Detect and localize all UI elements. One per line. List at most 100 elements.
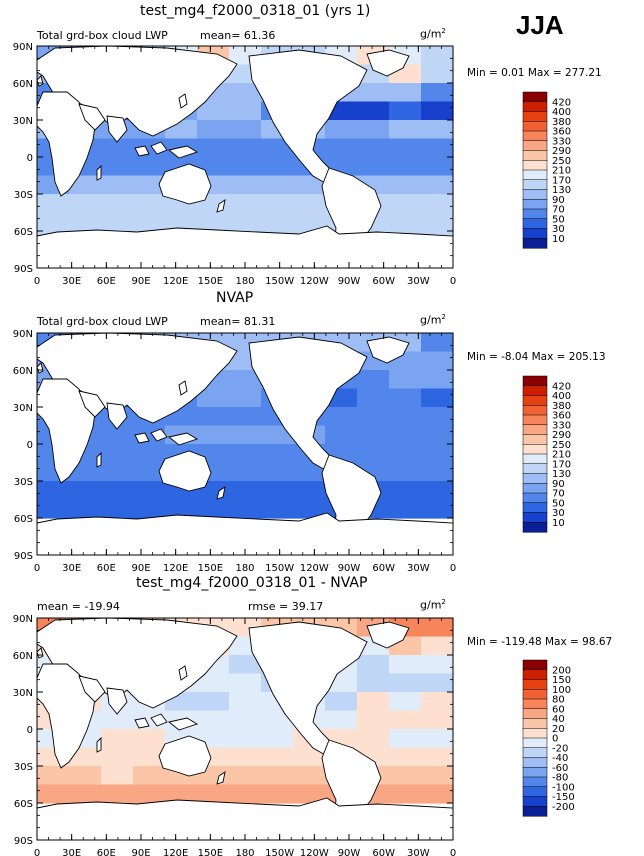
x-tick-label: 180 bbox=[235, 848, 254, 856]
map-cell bbox=[421, 351, 454, 371]
colorbar-label: 290 bbox=[552, 430, 571, 441]
x-tick-label: 120W bbox=[300, 848, 329, 856]
colorbar-label: 290 bbox=[552, 146, 571, 157]
map-cell bbox=[101, 462, 134, 482]
map-cell bbox=[357, 729, 390, 749]
x-tick-label: 0 bbox=[34, 276, 40, 287]
map-cell bbox=[421, 425, 454, 445]
map-cell bbox=[325, 138, 358, 158]
colorbar-swatch bbox=[522, 111, 548, 122]
map-cell bbox=[389, 766, 422, 786]
colorbar-swatch bbox=[522, 160, 548, 171]
map-cell bbox=[389, 175, 422, 195]
map-cell bbox=[421, 83, 454, 103]
colorbar-label: -40 bbox=[552, 753, 568, 764]
map-cell bbox=[261, 766, 294, 786]
x-tick-label: 30E bbox=[62, 848, 81, 856]
map-cell bbox=[197, 138, 230, 158]
map-cell bbox=[357, 692, 390, 712]
map-cell bbox=[101, 784, 134, 804]
map-cell bbox=[229, 120, 262, 140]
map-cell bbox=[421, 710, 454, 730]
x-tick-label: 150E bbox=[198, 563, 223, 574]
map-cell bbox=[133, 462, 166, 482]
map-cell bbox=[197, 120, 230, 140]
map-cell bbox=[261, 747, 294, 767]
map-cell bbox=[197, 212, 230, 232]
y-tick-label: 60S bbox=[14, 514, 33, 525]
x-tick-label: 120W bbox=[300, 276, 329, 287]
colorbar-label: 30 bbox=[552, 224, 565, 235]
map-cell bbox=[229, 194, 262, 214]
map-cell bbox=[421, 673, 454, 693]
map-cell bbox=[389, 710, 422, 730]
panel-3-left-label: mean = -19.94 bbox=[37, 600, 120, 613]
x-tick-label: 90W bbox=[338, 276, 361, 287]
colorbar-label: 70 bbox=[552, 489, 565, 500]
map-cell bbox=[229, 83, 262, 103]
map-cell bbox=[229, 655, 262, 675]
panel-1-title: test_mg4_f2000_0318_01 (yrs 1) bbox=[140, 3, 371, 19]
x-tick-label: 60W bbox=[372, 848, 395, 856]
map-cell bbox=[389, 212, 422, 232]
map-cell bbox=[357, 157, 390, 177]
map-cell bbox=[101, 766, 134, 786]
map-cell bbox=[229, 481, 262, 501]
colorbar-swatch bbox=[522, 414, 548, 426]
y-tick-label: 60N bbox=[13, 79, 33, 90]
colorbar-label: 420 bbox=[552, 381, 571, 392]
map-cell bbox=[197, 710, 230, 730]
map-cell bbox=[357, 407, 390, 427]
colorbar-swatch bbox=[522, 492, 548, 504]
x-tick-label: 90W bbox=[338, 848, 361, 856]
colorbar-label: 20 bbox=[552, 724, 565, 735]
map-cell bbox=[421, 729, 454, 749]
map-cell bbox=[421, 499, 454, 519]
map-cell bbox=[229, 157, 262, 177]
map-cell bbox=[389, 692, 422, 712]
map-cell bbox=[229, 444, 262, 464]
colorbar-label: -100 bbox=[552, 782, 575, 793]
map-cell bbox=[389, 655, 422, 675]
colorbar-label: 400 bbox=[552, 391, 571, 402]
map-cell bbox=[261, 729, 294, 749]
map-cell bbox=[421, 655, 454, 675]
colorbar-swatch bbox=[522, 708, 548, 720]
y-tick-label: 90N bbox=[13, 42, 33, 53]
colorbar-swatch bbox=[522, 737, 548, 749]
units-base: g/m bbox=[420, 598, 442, 612]
map-cell bbox=[37, 194, 70, 214]
colorbar-label: -60 bbox=[552, 763, 568, 774]
map-cell bbox=[357, 120, 390, 140]
map-cell bbox=[69, 499, 102, 519]
map-cell bbox=[293, 499, 326, 519]
colorbar-label: 250 bbox=[552, 440, 571, 451]
colorbar-swatch bbox=[522, 91, 548, 103]
map-cell bbox=[421, 747, 454, 767]
map-cell bbox=[389, 370, 422, 390]
y-tick-label: 60N bbox=[13, 366, 33, 377]
map-cell bbox=[133, 499, 166, 519]
colorbar-swatch bbox=[522, 473, 548, 484]
x-tick-label: 30E bbox=[62, 276, 81, 287]
map-cell bbox=[261, 194, 294, 214]
colorbar-swatch bbox=[522, 728, 548, 739]
map-cell bbox=[165, 784, 198, 804]
panel-3-title: test_mg4_f2000_0318_01 - NVAP bbox=[136, 575, 368, 591]
map-cell bbox=[421, 212, 454, 232]
map-cell bbox=[101, 747, 134, 767]
map-cell bbox=[325, 710, 358, 730]
panel-1-stat: mean= 61.36 bbox=[200, 29, 276, 42]
panel-3-minmax: Min = -119.48 Max = 98.67 bbox=[467, 636, 613, 648]
units-exp: 2 bbox=[441, 27, 446, 35]
y-tick-label: 30S bbox=[14, 762, 33, 773]
map-cell bbox=[101, 729, 134, 749]
map-cell bbox=[101, 212, 134, 232]
y-tick-label: 90N bbox=[13, 614, 33, 625]
map-cell bbox=[229, 101, 262, 121]
map-cell bbox=[357, 370, 390, 390]
colorbar-label: 30 bbox=[552, 508, 565, 519]
colorbar-swatch bbox=[522, 679, 548, 690]
x-tick-label: 150W bbox=[265, 276, 294, 287]
map-cell bbox=[261, 175, 294, 195]
